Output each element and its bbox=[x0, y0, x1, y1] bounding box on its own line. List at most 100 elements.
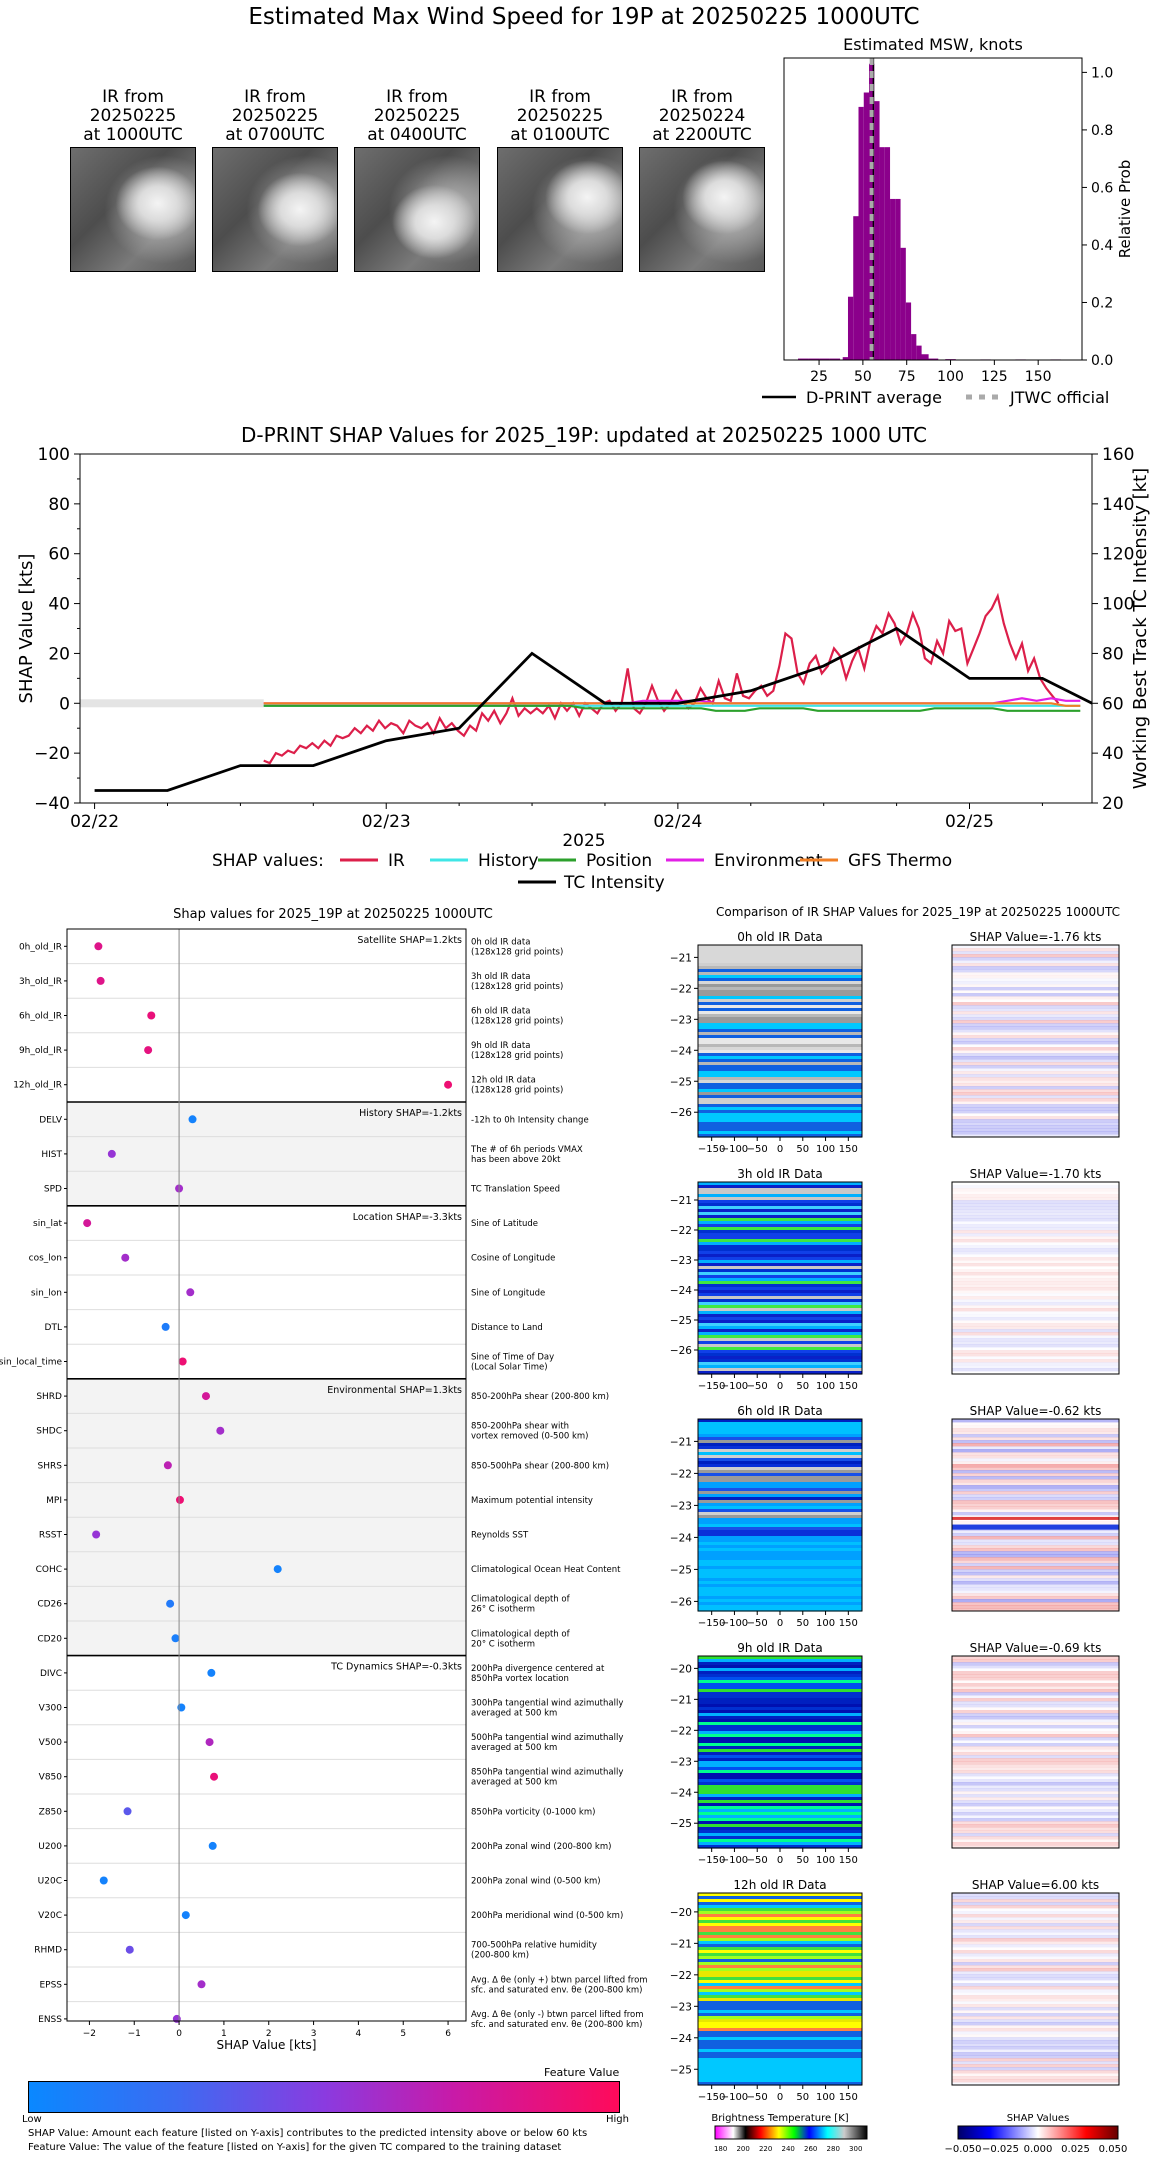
ir-panel-title: 9h old IR Data bbox=[737, 1641, 823, 1655]
ir-xtick-label: −50 bbox=[747, 1618, 768, 1629]
histogram-xtick-label: 100 bbox=[937, 369, 964, 385]
ir-stripe bbox=[698, 1812, 862, 1816]
group-shap-label: Location SHAP=-3.3kts bbox=[353, 1212, 462, 1223]
shap-stripe bbox=[952, 1728, 1119, 1731]
shap-stripe bbox=[952, 1746, 1119, 1750]
shap-stripe bbox=[952, 1470, 1119, 1474]
ir-ytick-label: −23 bbox=[670, 1756, 692, 1768]
feature-name: EPSS bbox=[39, 1980, 62, 1990]
ir-stripe bbox=[698, 1131, 862, 1135]
ir-stripe bbox=[698, 1263, 862, 1267]
ir-stripe bbox=[698, 1551, 862, 1555]
histogram-bar bbox=[911, 334, 917, 360]
ir-stripe bbox=[698, 990, 862, 994]
ir-stripe bbox=[698, 1239, 862, 1243]
feature-description: sfc. and saturated env. θe (200-800 km) bbox=[471, 2020, 643, 2030]
shap-stripe bbox=[952, 1659, 1119, 1663]
shap-stripe bbox=[952, 1185, 1119, 1189]
shap-stripe bbox=[952, 1056, 1119, 1060]
shap-stripe bbox=[952, 1575, 1119, 1579]
shap-stripe bbox=[952, 1332, 1119, 1336]
timeseries-y2tick-label: 40 bbox=[1102, 744, 1124, 764]
shap-stripe bbox=[952, 1026, 1119, 1030]
legend-title: SHAP values: bbox=[212, 851, 324, 871]
shap-stripe bbox=[952, 1200, 1119, 1204]
shap-stripe bbox=[952, 1266, 1119, 1269]
ir-stripe bbox=[698, 1290, 862, 1294]
feature-description: averaged at 500 km bbox=[471, 1743, 557, 1753]
shap-stripe bbox=[952, 1305, 1119, 1309]
legend-label: Position bbox=[586, 851, 652, 871]
shap-stripe bbox=[952, 969, 1119, 973]
timeseries-ytick-label: 40 bbox=[48, 595, 70, 615]
ir-stripe bbox=[698, 1371, 862, 1375]
feature-description: 3h old IR data bbox=[471, 972, 530, 982]
ir-stripe bbox=[698, 987, 862, 991]
shap-stripe bbox=[952, 1278, 1119, 1282]
ir-ytick-label: −22 bbox=[670, 1225, 692, 1237]
shap-stripe bbox=[952, 1458, 1119, 1462]
feature-point bbox=[96, 976, 105, 985]
ir-stripe bbox=[698, 1056, 862, 1060]
ir-stripe bbox=[698, 1107, 862, 1111]
histogram-xtick-label: 50 bbox=[854, 369, 872, 385]
ir-stripe bbox=[698, 1914, 862, 1918]
ir-stripe bbox=[698, 1569, 862, 1573]
ir-stripe bbox=[698, 1821, 862, 1825]
ir-stripe bbox=[698, 1275, 862, 1279]
ir-stripe bbox=[698, 1269, 862, 1273]
ir-stripe bbox=[698, 1080, 862, 1084]
shap-stripe bbox=[952, 1101, 1119, 1105]
shap-stripe bbox=[952, 1950, 1119, 1954]
note-feature-value: Feature Value: The value of the feature … bbox=[28, 2142, 562, 2153]
ir-stripe bbox=[698, 1005, 862, 1009]
group-band bbox=[67, 1102, 466, 1206]
ir-stripe bbox=[698, 1485, 862, 1489]
ir-stripe bbox=[698, 972, 862, 976]
shap-colorbar-tick: −0.050 bbox=[944, 2144, 981, 2155]
scatter-xtick-label: −1 bbox=[128, 2029, 141, 2039]
shap-stripe bbox=[952, 1485, 1119, 1489]
shap-stripe bbox=[952, 945, 1119, 949]
shap-stripe bbox=[952, 1572, 1119, 1576]
shap-stripe bbox=[952, 1257, 1119, 1261]
feature-value-colorbar bbox=[28, 2081, 620, 2113]
ir-stripe bbox=[698, 1287, 862, 1291]
ir-stripe bbox=[698, 969, 862, 973]
shap-stripe bbox=[952, 2055, 1119, 2059]
ir-ytick-label: −21 bbox=[670, 1694, 692, 1706]
shap-stripe bbox=[952, 1689, 1119, 1693]
timeseries-ytick-label: −20 bbox=[34, 744, 70, 764]
scatter-frame bbox=[66, 928, 467, 2022]
ir-stripe bbox=[698, 1314, 862, 1318]
shap-stripe bbox=[952, 1440, 1119, 1444]
ir-stripe bbox=[698, 1902, 862, 1906]
shap-stripe bbox=[952, 1269, 1119, 1273]
shap-stripe bbox=[952, 1779, 1119, 1783]
ir-stripe bbox=[698, 2067, 862, 2071]
ir-stripe bbox=[698, 993, 862, 997]
ir-stripe bbox=[698, 1722, 862, 1726]
shap-stripe bbox=[952, 1020, 1119, 1024]
shap-stripe bbox=[952, 1818, 1119, 1822]
ir-stripe bbox=[698, 1347, 862, 1351]
timeseries-ytick-label: −40 bbox=[34, 794, 70, 814]
feature-description: 850-200hPa shear with bbox=[471, 1422, 569, 1432]
shap-stripe bbox=[952, 1095, 1119, 1099]
feature-name: sin_lat bbox=[33, 1219, 62, 1229]
shap-stripe bbox=[952, 984, 1119, 988]
ir-stripe bbox=[698, 1704, 862, 1708]
ir-stripe bbox=[698, 1728, 862, 1732]
ir-stripe bbox=[698, 1965, 862, 1969]
histogram-bar bbox=[874, 101, 880, 361]
ir-stripe bbox=[698, 2043, 862, 2047]
feature-name: 12h_old_IR bbox=[13, 1081, 62, 1091]
ir-thumbnail-label-line: 20250225 bbox=[516, 106, 604, 126]
ir-thumbnail-label-line: at 0700UTC bbox=[225, 125, 325, 145]
shap-stripe bbox=[952, 1230, 1119, 1234]
ir-stripe bbox=[698, 1575, 862, 1579]
ir-stripe bbox=[698, 1833, 862, 1837]
ir-xtick-label: −150 bbox=[698, 1618, 725, 1629]
shap-stripe bbox=[952, 1764, 1119, 1768]
ir-stripe bbox=[698, 1215, 862, 1219]
